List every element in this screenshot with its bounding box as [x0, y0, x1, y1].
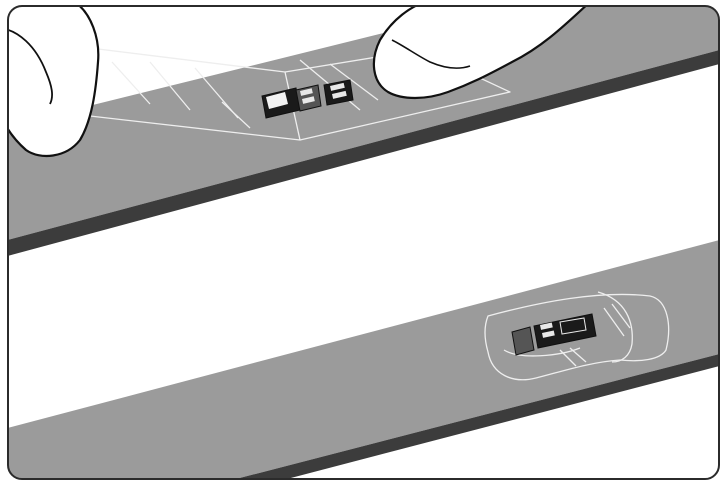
bottom-panel [8, 238, 719, 479]
right-fingernail [391, 39, 471, 69]
top-strip-face [8, 6, 719, 242]
top-sensor [261, 79, 354, 119]
top-panel [8, 6, 719, 258]
bottom-sensor [511, 313, 597, 356]
top-strip-edge [8, 48, 719, 258]
left-fingernail [8, 27, 53, 105]
frame-border [7, 5, 720, 480]
bottom-strip-edge [8, 352, 719, 479]
bottom-tape [484, 291, 670, 381]
bottom-strip-face [8, 238, 719, 479]
right-finger [372, 6, 594, 100]
